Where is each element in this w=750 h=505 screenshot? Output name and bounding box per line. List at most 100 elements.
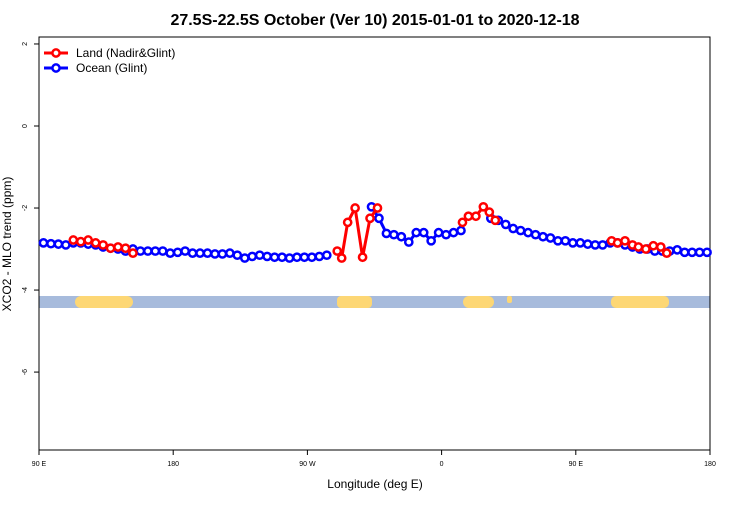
data-point — [523, 227, 533, 238]
data-point — [456, 225, 466, 236]
data-point — [687, 247, 697, 258]
data-point — [448, 227, 459, 238]
data-point — [374, 213, 384, 224]
data-point — [254, 250, 265, 261]
data-point — [702, 247, 712, 258]
data-point — [262, 251, 272, 262]
land-patch — [337, 296, 372, 308]
data-point — [381, 228, 392, 239]
data-point — [633, 242, 644, 252]
data-point — [60, 240, 71, 250]
data-point — [597, 240, 608, 250]
data-point — [332, 246, 343, 256]
data-point — [150, 246, 161, 256]
data-point — [357, 252, 368, 263]
data-point — [195, 248, 205, 258]
data-point — [567, 238, 578, 248]
data-point — [484, 207, 495, 217]
data-point — [590, 240, 601, 250]
x-tick-label: 180 — [167, 461, 179, 468]
data-point — [157, 246, 168, 256]
data-point — [648, 240, 659, 251]
data-point — [396, 231, 407, 242]
data-point — [83, 235, 94, 245]
data-point — [143, 246, 153, 256]
data-point — [292, 252, 302, 263]
data-point — [68, 235, 79, 245]
data-point — [515, 225, 526, 236]
data-point — [113, 242, 123, 252]
x-tick-label: 90 W — [299, 461, 316, 468]
data-point — [411, 227, 422, 238]
data-point — [372, 203, 383, 213]
ocean-strip — [39, 296, 710, 308]
chart-title: 27.5S-22.5S October (Ver 10) 2015-01-01 … — [170, 12, 579, 29]
data-point — [441, 229, 451, 240]
data-point — [478, 201, 489, 212]
data-point — [314, 251, 325, 262]
y-tick-label: 2 — [22, 42, 29, 46]
data-point — [239, 253, 250, 263]
data-point — [530, 229, 541, 240]
data-point — [508, 223, 519, 234]
y-tick-label: 0 — [22, 124, 29, 128]
data-point — [217, 249, 228, 259]
data-point — [538, 231, 548, 242]
data-point — [135, 246, 146, 256]
data-point — [641, 244, 651, 254]
data-point — [365, 213, 375, 224]
data-point — [247, 251, 258, 262]
y-tick-label: -4 — [22, 287, 29, 293]
data-point — [90, 238, 101, 248]
data-point — [672, 245, 683, 255]
data-point — [172, 247, 183, 258]
data-point — [463, 211, 474, 222]
data-point — [545, 233, 556, 243]
data-point — [389, 229, 399, 240]
data-point — [500, 219, 511, 230]
legend-label: Land (Nadir&Glint) — [76, 46, 175, 60]
y-tick-label: -2 — [22, 205, 29, 211]
data-point — [284, 253, 295, 263]
land-patch — [75, 296, 133, 308]
data-point — [350, 203, 360, 213]
data-point — [210, 249, 220, 259]
data-point — [575, 238, 586, 248]
data-point — [98, 240, 108, 250]
data-point — [321, 250, 332, 261]
data-point — [418, 227, 429, 238]
data-point — [53, 239, 64, 249]
legend-label: Ocean (Glint) — [76, 61, 147, 75]
data-point — [620, 235, 630, 246]
x-tick-label: 180 — [704, 461, 716, 468]
legend-marker — [51, 63, 61, 73]
data-point — [612, 238, 623, 248]
data-point — [75, 236, 86, 247]
data-point — [38, 238, 49, 248]
surface-mask — [39, 296, 710, 308]
y-tick-label: -6 — [22, 369, 29, 375]
data-point — [105, 243, 116, 254]
x-tick-label: 0 — [440, 461, 444, 468]
data-point — [46, 238, 56, 249]
data-point — [403, 237, 414, 247]
land-patch — [463, 296, 494, 308]
data-point — [307, 252, 317, 263]
data-point — [433, 227, 444, 238]
data-point — [582, 239, 593, 249]
data-point — [471, 211, 481, 222]
data-point — [225, 248, 235, 258]
data-point — [694, 247, 705, 258]
data-point — [232, 250, 243, 261]
data-point — [269, 252, 280, 263]
x-axis-label: Longitude (deg E) — [327, 477, 422, 491]
legend-marker — [51, 48, 61, 58]
data-point — [490, 215, 501, 226]
data-point — [679, 247, 690, 258]
data-point — [457, 217, 468, 228]
x-tick-label: 90 E — [569, 461, 584, 468]
data-point — [277, 252, 287, 263]
data-point — [426, 235, 437, 246]
